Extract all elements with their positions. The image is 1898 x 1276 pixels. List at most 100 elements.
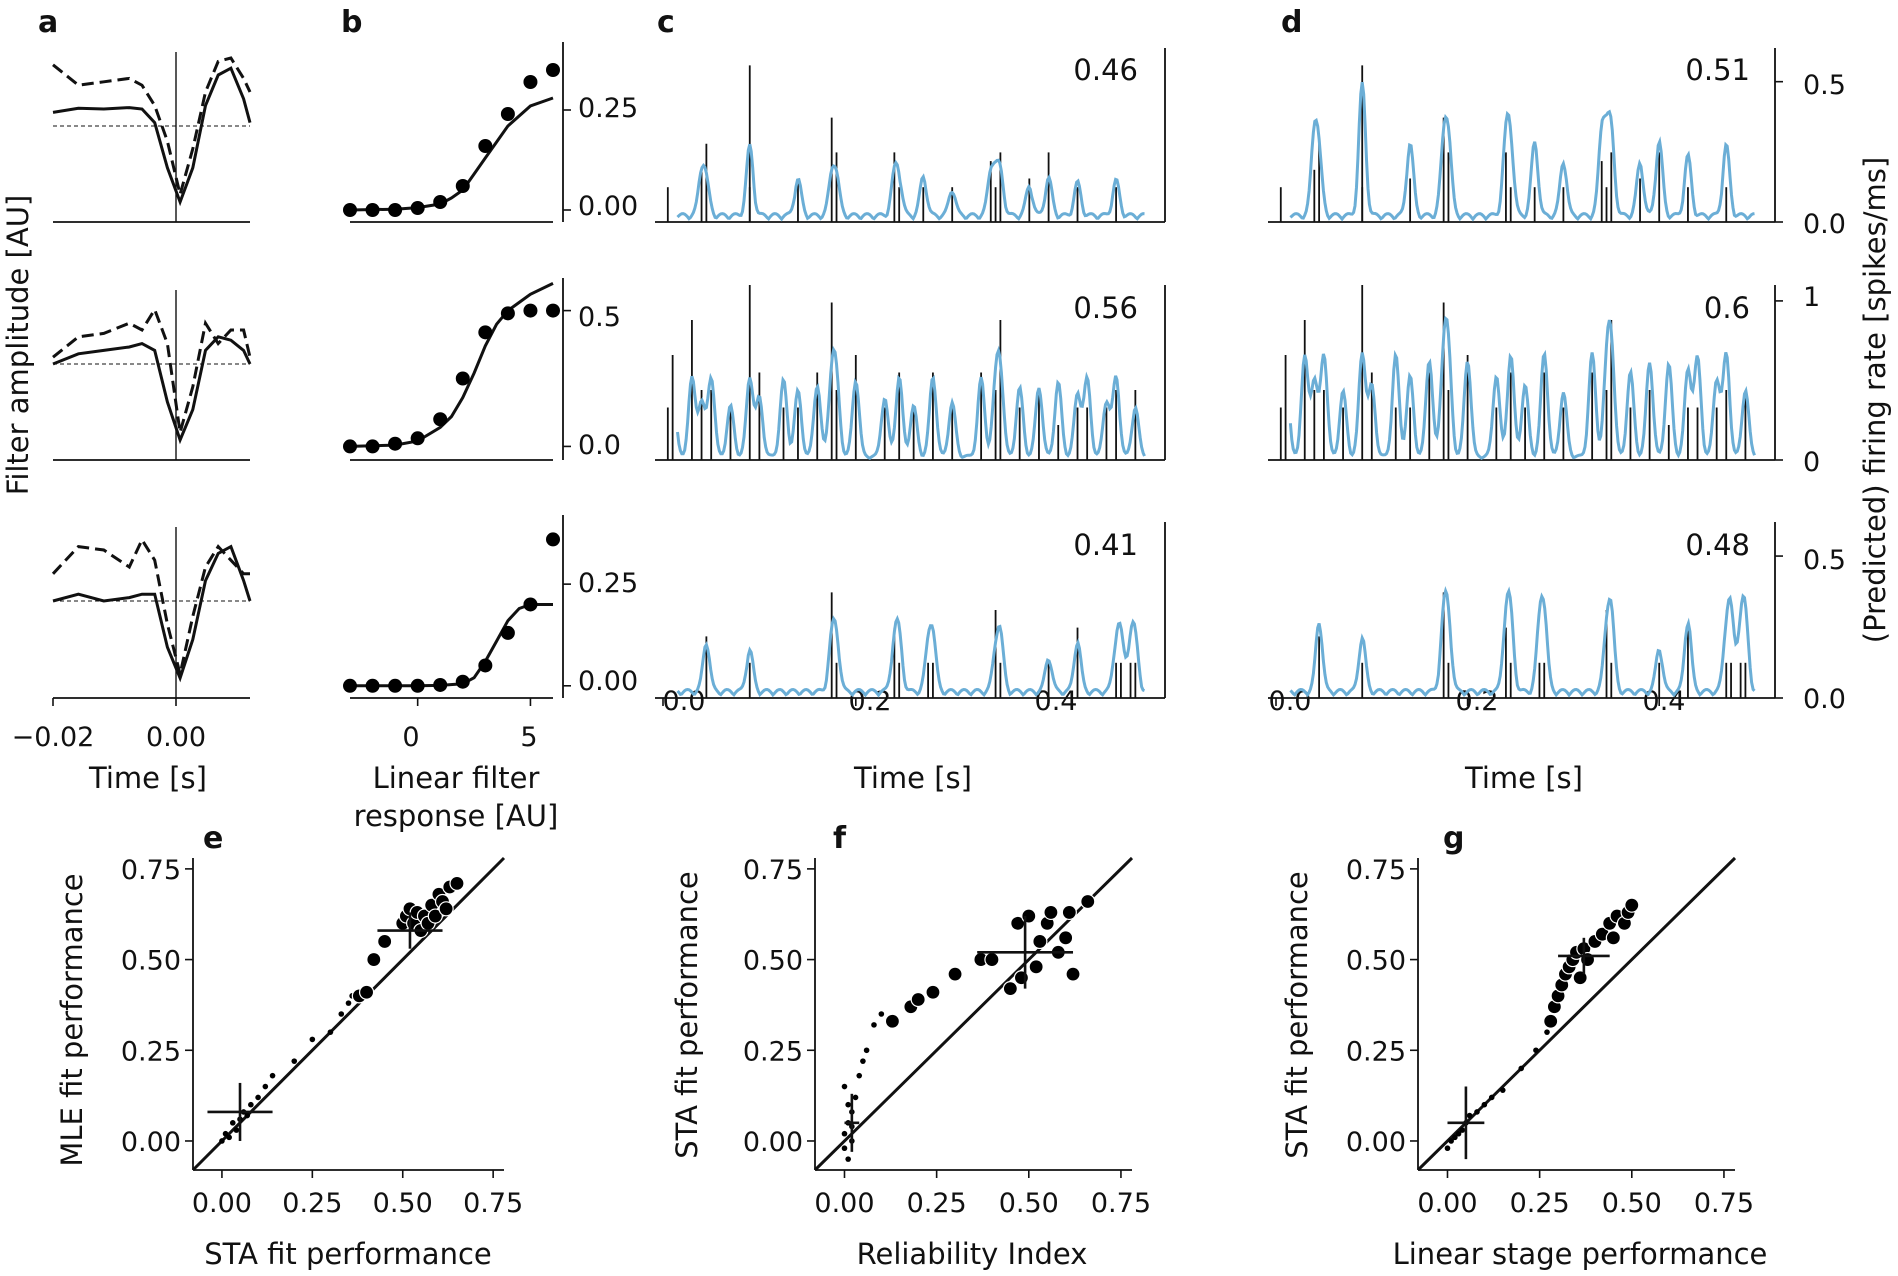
d-ylabel: (Predicted) firing rate [spikes/ms]	[1858, 157, 1892, 643]
e-small-point	[222, 1130, 229, 1137]
e-small-point	[345, 1000, 352, 1006]
f-large-point	[925, 984, 941, 1000]
e-xlabel: STA fit performance	[204, 1237, 492, 1271]
f-small-point	[845, 1101, 851, 1108]
g-small-point	[1499, 1087, 1506, 1093]
a-mle-filter-3	[51, 536, 250, 675]
panel-label-f: f	[833, 821, 847, 856]
d-predicted-rate-3	[1289, 586, 1756, 698]
g-small-point	[1518, 1065, 1525, 1072]
a-sta-filter-1	[52, 66, 252, 207]
a-mle-filter-2	[52, 306, 252, 433]
b-data-point	[433, 677, 448, 692]
b-data-point	[343, 439, 357, 454]
d-predicted-rate-2	[1288, 315, 1756, 460]
b-data-point	[388, 436, 403, 451]
g-small-point	[1455, 1130, 1462, 1137]
b-data-point	[523, 75, 538, 89]
e-small-point	[262, 1083, 269, 1090]
f-xtick-1: 0.00	[814, 1188, 874, 1219]
f-small-point	[852, 1094, 859, 1101]
b-data-point	[365, 439, 380, 454]
b-fit-curve-2	[349, 282, 554, 448]
b-data-point	[500, 107, 515, 121]
b-xlabel-line1: Linear filter	[373, 761, 540, 795]
e-large-point	[438, 901, 454, 917]
b-data-point	[343, 678, 357, 693]
b-data-point	[388, 203, 403, 217]
f-small-point	[841, 1145, 848, 1152]
g-xlabel: Linear stage performance	[1393, 1237, 1768, 1271]
f-ytick-3: 0.50	[743, 946, 803, 977]
b-data-point	[455, 179, 470, 193]
g-ytick-3: 0.50	[1346, 946, 1406, 977]
e-ylabel: MLE fit performance	[55, 873, 89, 1166]
f-xtick-2: 0.25	[907, 1188, 967, 1219]
g-ytick-4: 0.75	[1346, 855, 1406, 886]
b-data-point	[523, 303, 538, 318]
d-ytick-1-0: 0.0	[1803, 209, 1846, 240]
b-data-point	[546, 63, 560, 77]
g-ytick-2: 0.25	[1346, 1036, 1406, 1067]
g-xtick-3: 0.50	[1602, 1188, 1662, 1219]
b-xlabel-line2: response [AU]	[354, 799, 559, 833]
d-ytick-2-1: 1	[1803, 282, 1820, 313]
b-data-point	[365, 203, 380, 217]
c-predicted-rate-1	[676, 143, 1145, 222]
b-xtick-2: 5	[520, 722, 537, 753]
panel-label-d: d	[1281, 5, 1302, 40]
b-data-point	[410, 678, 425, 693]
b-data-point	[365, 678, 380, 693]
g-small-point	[1544, 1029, 1550, 1035]
e-small-point	[309, 1036, 316, 1043]
a-ylabel: Filter amplitude [AU]	[1, 195, 35, 496]
f-large-point	[1061, 904, 1077, 921]
b-ytick-1-0: 0.00	[578, 191, 638, 222]
e-small-point	[255, 1094, 261, 1101]
g-small-point	[1474, 1109, 1480, 1115]
f-large-point	[1065, 966, 1081, 982]
g-xtick-1: 0.00	[1417, 1188, 1477, 1219]
f-ytick-2: 0.25	[743, 1036, 803, 1067]
f-small-point	[856, 1072, 863, 1079]
g-large-point	[1624, 897, 1640, 913]
b-data-point	[546, 532, 560, 547]
panel-label-b: b	[341, 5, 362, 40]
b-data-point	[478, 325, 493, 340]
b-data-point	[500, 306, 515, 321]
c-xlabel: Time [s]	[853, 761, 972, 795]
e-large-point	[358, 984, 375, 1000]
a-xtick-2: 0.00	[146, 722, 206, 753]
d-value-3: 0.48	[1685, 528, 1750, 562]
a-mle-filter-1	[52, 56, 252, 201]
b-data-point	[410, 201, 425, 215]
f-small-point	[863, 1047, 870, 1054]
d-predicted-rate-1	[1289, 82, 1755, 222]
a-xlabel: Time [s]	[88, 761, 207, 795]
g-small-point	[1444, 1145, 1451, 1152]
c-value-1: 0.46	[1073, 53, 1138, 87]
b-ytick-3-1: 0.25	[578, 568, 638, 599]
g-large-point	[1605, 930, 1621, 946]
b-data-point	[410, 431, 425, 446]
b-data-point	[546, 303, 560, 318]
f-xtick-4: 0.75	[1091, 1188, 1151, 1219]
f-xlabel: Reliability Index	[857, 1237, 1088, 1271]
g-xtick-4: 0.75	[1694, 1188, 1754, 1219]
d-ytick-1-1: 0.5	[1803, 70, 1846, 101]
c-predicted-rate-3	[676, 614, 1146, 698]
g-large-point	[1572, 970, 1588, 986]
b-ytick-1-1: 0.25	[578, 93, 638, 124]
e-small-point	[226, 1134, 232, 1141]
f-ylabel: STA fit performance	[670, 871, 704, 1159]
e-small-point	[269, 1072, 276, 1079]
c-xtick-3: 0.4	[1035, 686, 1078, 717]
f-large-point	[1002, 981, 1018, 997]
a-xtick-1: −0.02	[12, 722, 95, 753]
f-small-point	[871, 1022, 877, 1028]
d-xlabel: Time [s]	[1464, 761, 1583, 795]
f-large-point	[910, 991, 926, 1008]
f-ytick-4: 0.75	[743, 855, 803, 886]
e-large-point	[377, 933, 393, 950]
